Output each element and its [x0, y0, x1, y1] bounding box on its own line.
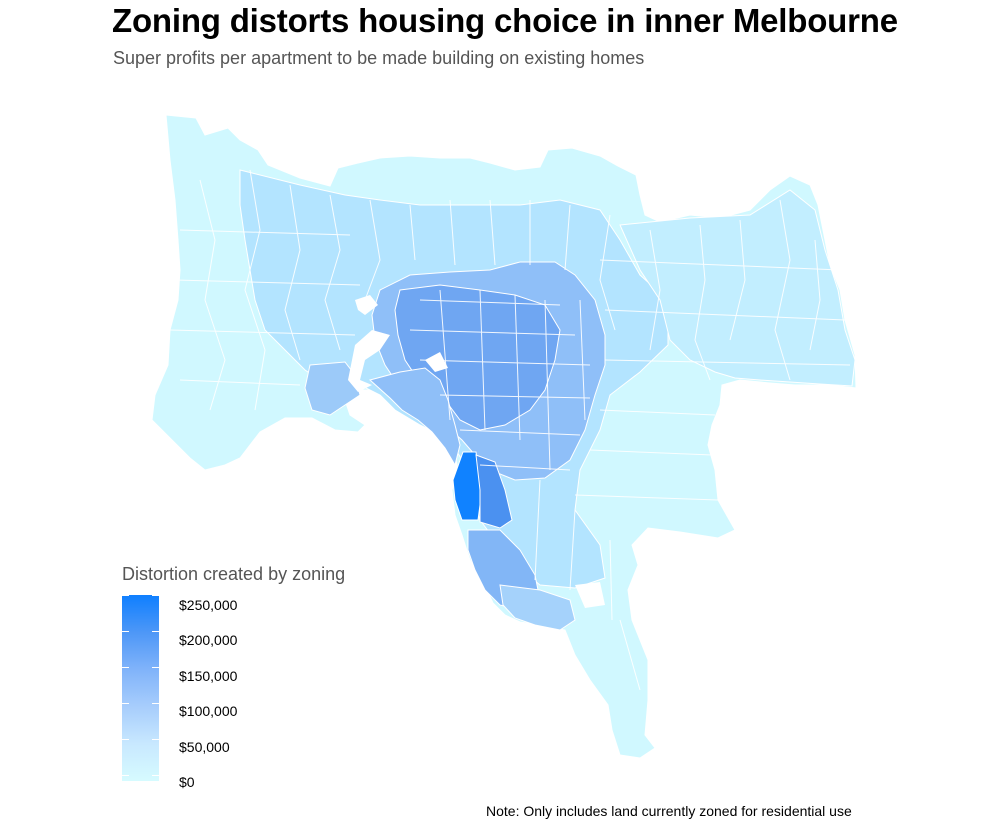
- adjacent-suburb: [475, 454, 513, 529]
- west-coast-suburbs: [368, 367, 461, 467]
- legend-tick: [152, 667, 159, 668]
- east-region: [619, 189, 856, 387]
- legend-tick: [152, 775, 159, 776]
- legend-label: $100,000: [179, 703, 238, 719]
- legend-label: $150,000: [179, 668, 238, 684]
- legend-tick: [122, 631, 129, 632]
- footnote: Note: Only includes land currently zoned…: [486, 803, 852, 819]
- legend-label: $50,000: [179, 739, 230, 755]
- legend-tick: [152, 631, 159, 632]
- legend-title: Distortion created by zoning: [122, 564, 346, 584]
- map-title: Zoning distorts housing choice in inner …: [112, 2, 898, 39]
- legend-tick: [122, 703, 129, 704]
- legend-tick: [152, 595, 159, 596]
- legend-color-scale: [122, 595, 159, 781]
- southern-bayside: [499, 584, 576, 631]
- legend-label: $0: [179, 774, 195, 790]
- legend-label: $250,000: [179, 597, 238, 613]
- legend-tick: [122, 775, 129, 776]
- western-inlet-suburbs: [304, 361, 361, 416]
- suburb-boundaries: [169, 169, 851, 691]
- legend-tick: [122, 739, 129, 740]
- map-subtitle: Super profits per apartment to be made b…: [113, 48, 645, 68]
- legend-tick: [152, 703, 159, 704]
- legend-tick: [122, 595, 129, 596]
- legend-tick: [122, 667, 129, 668]
- legend-label: $200,000: [179, 632, 238, 648]
- legend-tick: [152, 739, 159, 740]
